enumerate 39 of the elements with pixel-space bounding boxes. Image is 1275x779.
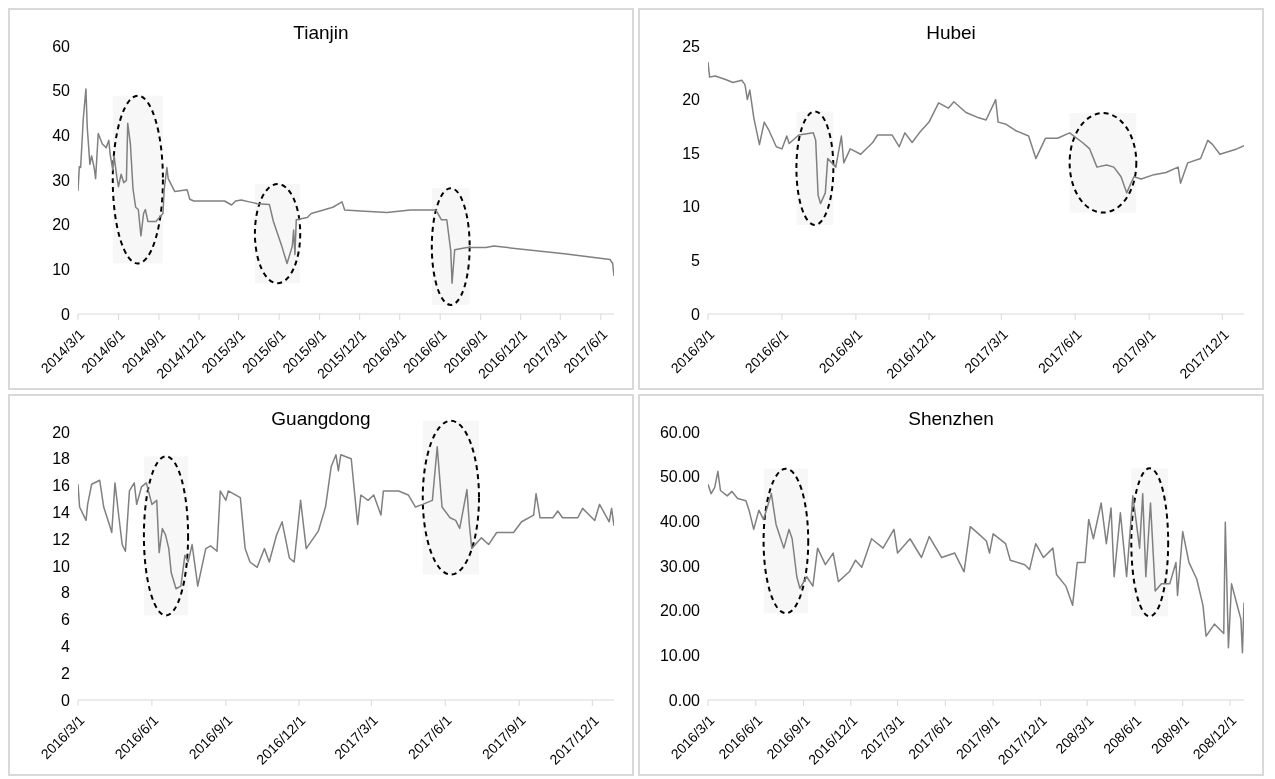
chart-title: Hubei [926,22,976,43]
y-tick-label: 6 [61,611,71,629]
y-tick-label: 20 [52,423,71,441]
y-tick-label: 0 [61,691,71,709]
y-tick-label: 20.00 [659,602,701,620]
y-tick-label: 8 [61,584,71,602]
y-tick-label: 30.00 [659,557,701,575]
y-tick-label: 0 [691,305,701,323]
y-tick-label: 0.00 [668,691,701,709]
chart-title: Guangdong [271,408,371,429]
y-tick-label: 30 [52,171,71,189]
y-tick-label: 10.00 [659,647,701,665]
y-tick-label: 25 [682,37,701,55]
y-tick-label: 0 [61,305,71,323]
y-tick-label: 20 [52,216,71,234]
y-tick-label: 12 [52,530,71,548]
chart-title: Tianjin [293,22,349,43]
y-tick-label: 5 [691,252,701,270]
y-tick-label: 50.00 [659,468,701,486]
y-tick-label: 14 [52,504,71,522]
line-series [708,470,1244,654]
y-tick-label: 16 [52,477,71,495]
y-tick-label: 10 [682,198,701,216]
y-tick-label: 50 [52,82,71,100]
y-tick-label: 15 [682,144,701,162]
y-tick-label: 20 [682,91,701,109]
y-tick-label: 40 [52,127,71,145]
y-tick-label: 2 [61,664,71,682]
y-tick-label: 4 [61,638,71,656]
chart-title: Shenzhen [908,408,994,429]
y-tick-label: 40.00 [659,513,701,531]
y-tick-label: 60.00 [659,423,701,441]
y-tick-label: 10 [52,557,71,575]
line-series [78,445,614,590]
y-tick-label: 18 [52,450,71,468]
line-series [708,61,1244,205]
line-series [78,88,614,284]
y-tick-label: 10 [52,261,71,279]
y-tick-label: 60 [52,37,71,55]
